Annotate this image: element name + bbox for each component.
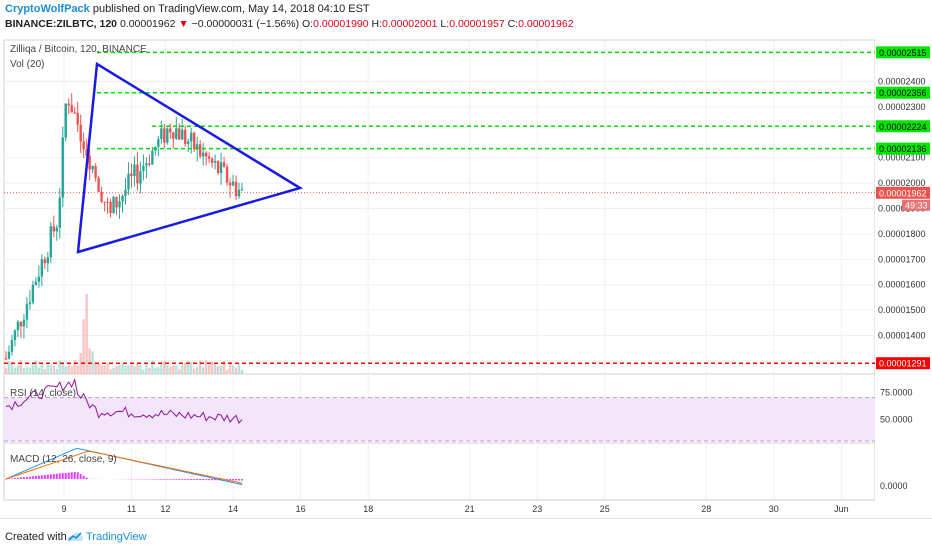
high-value: 0.00002001 xyxy=(382,18,437,30)
main-pane[interactable] xyxy=(4,40,875,374)
down-arrow-icon: ▼ xyxy=(178,18,188,30)
macd-zero-tick: 0.0000 xyxy=(880,481,908,491)
price-tick-label: 0.00001800 xyxy=(878,229,926,239)
low-value: 0.00001957 xyxy=(449,18,504,30)
time-tick-label: 14 xyxy=(228,504,238,514)
change-text: −0.00000031 (−1.56%) xyxy=(192,18,299,30)
level-tag-label: 0.00002136 xyxy=(879,144,927,154)
publish-header: CryptoWolfPack published on TradingView.… xyxy=(5,3,370,15)
last-price-tag-label: 0.00001962 xyxy=(879,188,927,198)
tradingview-logo-icon[interactable] xyxy=(66,529,84,543)
time-tick-label: 12 xyxy=(160,504,170,514)
symbol-label: BINANCE:ZILBTC, 120 xyxy=(5,18,117,30)
symbol-header: BINANCE:ZILBTC, 120 0.00001962 ▼ −0.0000… xyxy=(5,18,574,30)
time-tick-label: 23 xyxy=(532,504,542,514)
price-tick-label: 0.00002400 xyxy=(878,77,926,87)
chart-canvas[interactable]: 0.000024000.000023000.000021000.00002000… xyxy=(0,36,932,518)
created-with-text: Created with xyxy=(5,531,67,543)
footer: Created with TradingView xyxy=(0,518,932,551)
author-link[interactable]: CryptoWolfPack xyxy=(5,3,90,15)
rsi-band xyxy=(4,398,875,441)
time-axis[interactable]: 9 11 12 14 16 18 21 23 25 28 30 Jun xyxy=(61,504,848,514)
open-label: O: xyxy=(302,18,313,30)
main-pane-title: Zilliqa / Bitcoin, 120, BINANCE xyxy=(10,44,147,55)
level-tag-label: 0.00001291 xyxy=(879,359,927,369)
price-tick-label: 0.00001400 xyxy=(878,331,926,341)
published-text: published on TradingView.com, May 14, 20… xyxy=(93,3,370,15)
high-label: H: xyxy=(372,18,383,30)
price-tick-label: 0.00001700 xyxy=(878,254,926,264)
macd-pane[interactable] xyxy=(4,443,875,500)
countdown-label: 49:33 xyxy=(905,200,928,210)
level-tag-label: 0.00002224 xyxy=(879,122,927,132)
time-tick-label: 11 xyxy=(127,504,136,514)
volume-title: Vol (20) xyxy=(10,59,44,70)
rsi-tick-label: 50.0000 xyxy=(880,414,913,424)
close-label: C: xyxy=(508,18,519,30)
price-tick-label: 0.00002000 xyxy=(878,178,926,188)
time-tick-label: 18 xyxy=(363,504,373,514)
time-tick-label: 25 xyxy=(600,504,610,514)
time-tick-label: 21 xyxy=(465,504,475,514)
level-tag-label: 0.00002356 xyxy=(879,88,927,98)
tradingview-brand-link[interactable]: TradingView xyxy=(86,531,147,543)
price-tick-label: 0.00002300 xyxy=(878,102,926,112)
time-tick-label: 16 xyxy=(296,504,306,514)
macd-title: MACD (12, 26, close, 9) xyxy=(10,454,117,465)
time-tick-label: 30 xyxy=(769,504,779,514)
low-label: L: xyxy=(440,18,449,30)
level-tag-label: 0.00002515 xyxy=(879,48,927,58)
open-value: 0.00001990 xyxy=(313,18,368,30)
time-tick-label: 28 xyxy=(701,504,711,514)
price-tick-label: 0.00001600 xyxy=(878,280,926,290)
rsi-tick-label: 75.0000 xyxy=(880,387,913,397)
time-tick-label: 9 xyxy=(61,504,66,514)
price-tick-label: 0.00001500 xyxy=(878,305,926,315)
time-tick-label: Jun xyxy=(834,504,849,514)
rsi-title: RSI (14, close) xyxy=(10,388,76,399)
last-price-text: 0.00001962 xyxy=(120,18,175,30)
close-value: 0.00001962 xyxy=(518,18,573,30)
